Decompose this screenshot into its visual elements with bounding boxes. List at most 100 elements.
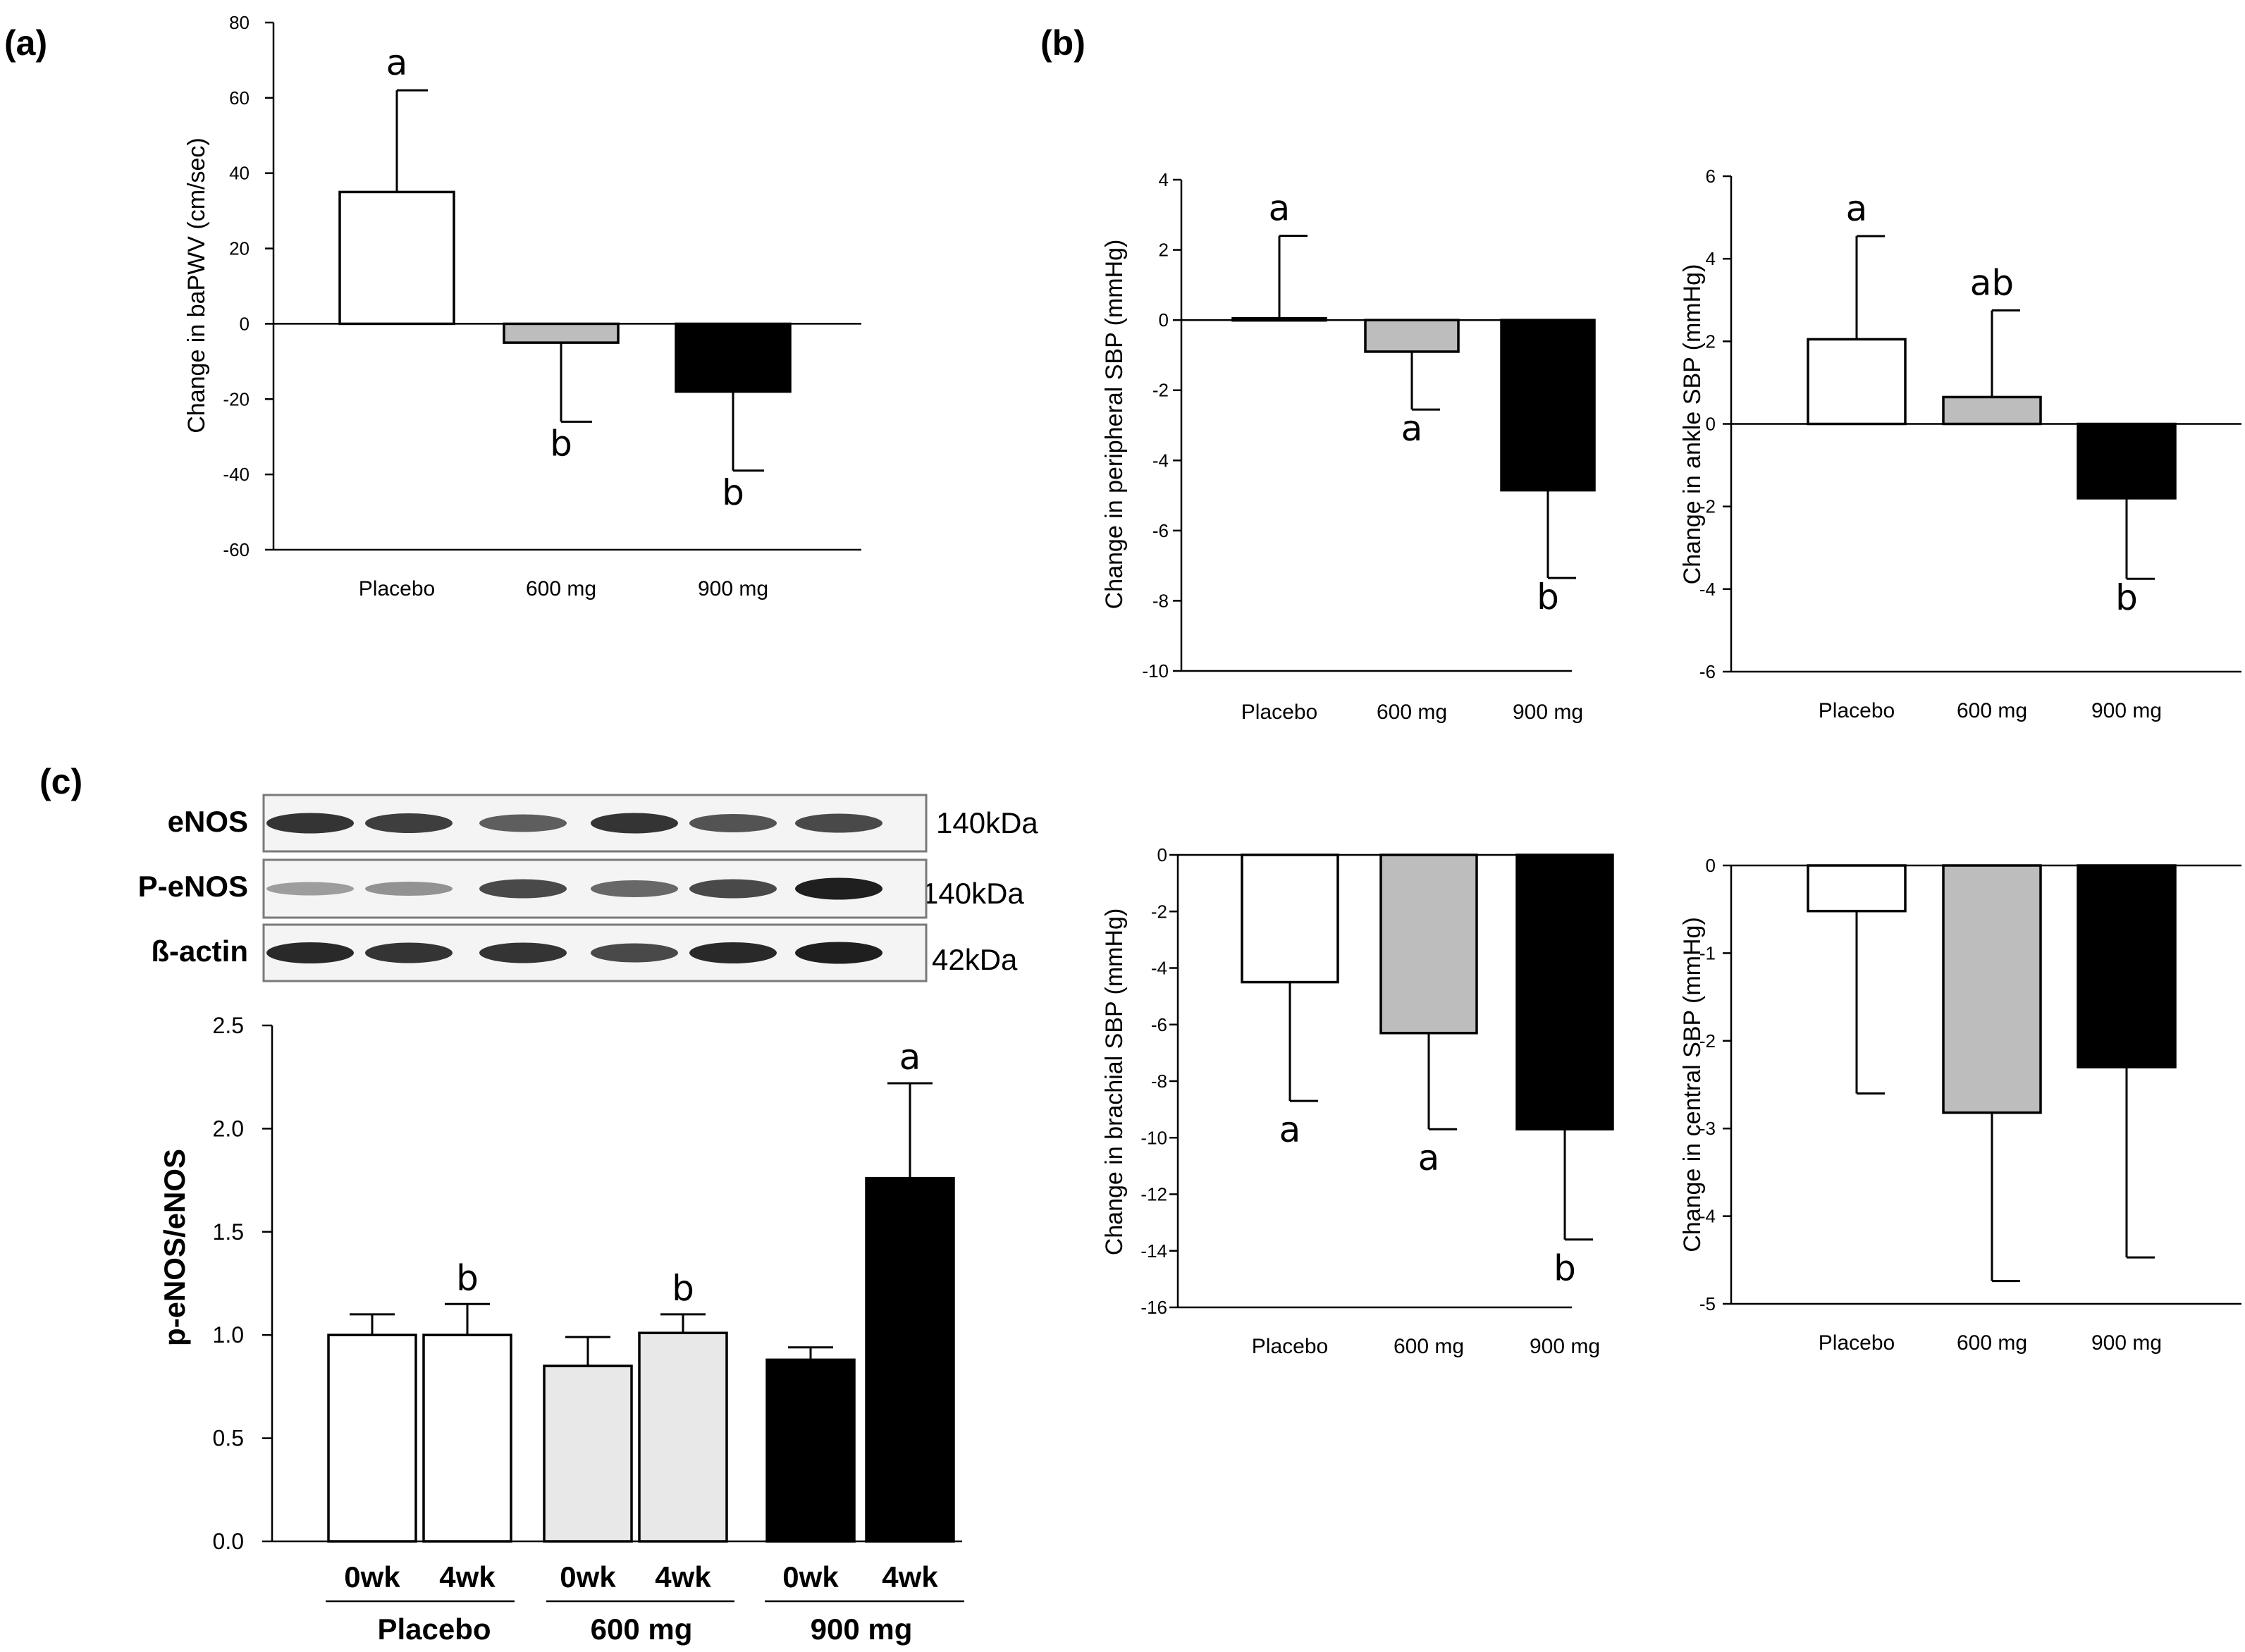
chart-peripheral-sbp: -10 -8 -6 -4 -2 0 2 4 Change in peripheral SBP (… [1101,169,1596,724]
significance-letter: b [672,1268,694,1309]
y-tick-label: -5 [1699,1293,1716,1314]
significance-letter: b [2115,577,2138,618]
y-tick-label: -40 [223,464,250,485]
bar [1500,319,1596,492]
blot-band [795,942,882,964]
significance-letter: a [1401,408,1423,449]
bar [1231,316,1327,322]
y-tick-label: 2 [1159,240,1169,261]
x-category-label: 600 mg [1394,1335,1464,1358]
significance-letter: b [456,1257,479,1298]
x-subcategory-label: 4wk [882,1560,938,1594]
y-tick-label: 0 [1159,309,1169,331]
y-tick-label: -2 [1699,496,1716,517]
blot-band [365,882,453,896]
y-tick-label: -60 [223,539,250,560]
y-tick-label: -14 [1140,1240,1167,1262]
blot-label-penos: P-eNOS [138,870,248,903]
blot-band [479,879,567,899]
bar [1942,864,2042,1114]
y-tick-label: -8 [1152,590,1169,611]
y-tick-label: 4 [1159,169,1169,190]
x-category-label: 900 mg [698,577,768,600]
y-tick-label: -1 [1699,942,1716,963]
y-tick-label: 2.0 [213,1116,244,1141]
y-tick-label: 6 [1706,166,1716,187]
chart-ankle-sbp: -6 -4 -2 0 2 4 6 Change in ankle SBP (mmHg) a Pla… [1679,166,2241,722]
significance-letter: a [386,42,408,83]
chart-baPWV: -60 -40 -20 0 20 40 60 80 Change in baPWV (cm/se… [183,12,861,600]
blot-band [266,813,354,834]
x-subcategory-label: 0wk [782,1560,839,1594]
bar [1379,853,1478,1035]
x-category-label: 600 mg [526,577,596,600]
x-subcategory-label: 4wk [655,1560,711,1594]
x-subcategory-label: 0wk [560,1560,616,1594]
y-tick-label: -4 [1699,579,1716,600]
bar [338,190,455,326]
x-category-label: 900 mg [1530,1335,1600,1358]
bar [1241,853,1339,984]
blot-size-beta-actin: 42kDa [932,943,1018,976]
blot-band [365,942,453,963]
blot-band [795,877,882,900]
chart-central-sbp: -5 -4 -3 -2 -1 0 Change in central SBP (mmHg) P… [1679,855,2241,1355]
blot-band [479,814,567,832]
significance-letter: a [899,1037,921,1078]
bar [675,322,792,393]
bar [327,1333,417,1543]
x-category-label: 900 mg [2091,699,2162,722]
y-tick-label: 20 [229,238,250,259]
y-tick-label: -4 [1151,958,1167,979]
bar [1942,395,2042,426]
x-group-label: 600 mg [591,1613,693,1646]
y-tick-label: 2.5 [213,1013,244,1038]
y-tick-label: 0 [1157,844,1167,865]
y-tick-label: -6 [1699,661,1716,682]
chart-peNOS: 0.0 0.5 1.0 1.5 2.0 2.5 p-eNOS/eNOS 0wk b 4wk 0wk b… [158,1013,964,1646]
bar [765,1358,856,1543]
blot-band [266,882,354,896]
y-tick-label: -2 [1152,380,1169,401]
bar [865,1176,955,1543]
y-tick-label: -6 [1151,1014,1167,1035]
bar [543,1364,633,1543]
blot-size-enos: 140kDa [936,806,1038,839]
x-category-label: 900 mg [2091,1331,2162,1355]
y-tick-label: -12 [1140,1184,1167,1205]
y-tick-label: -4 [1699,1206,1716,1227]
y-tick-label: 0.5 [213,1426,244,1451]
y-tick-label: -2 [1151,901,1167,922]
significance-letter: ab [1970,262,2014,303]
blot-band [591,880,678,897]
bar [422,1333,512,1543]
x-group-label: Placebo [377,1613,491,1646]
y-tick-label: -8 [1151,1071,1167,1092]
significance-letter: a [1418,1138,1440,1178]
panel-label-a: (a) [4,23,47,63]
y-tick-label: 80 [229,12,250,33]
blot-band [689,814,777,832]
y-tick-label: -6 [1152,520,1169,541]
y-axis-label: Change in peripheral SBP (mmHg) [1101,240,1128,610]
bar [1807,338,1907,426]
significance-letter: a [1269,188,1291,229]
x-category-label: 600 mg [1377,701,1447,724]
bar [638,1331,728,1543]
blot-size-penos: 140kDa [922,877,1024,910]
y-tick-label: 1.5 [213,1219,244,1245]
significance-letter: b [722,472,744,513]
significance-letter: a [1846,188,1868,229]
y-axis-label: Change in baPWV (cm/sec) [183,137,210,433]
x-category-label: Placebo [1241,701,1317,724]
y-axis-label: Change in ankle SBP (mmHg) [1679,264,1706,585]
blot-band [365,813,453,833]
significance-letter: b [1554,1248,1576,1289]
blot-band [689,879,777,899]
x-category-label: Placebo [1819,1331,1895,1355]
y-tick-label: -20 [223,388,250,409]
bar [1807,864,1907,913]
blot-band [591,943,678,963]
y-tick-label: 60 [229,87,250,109]
